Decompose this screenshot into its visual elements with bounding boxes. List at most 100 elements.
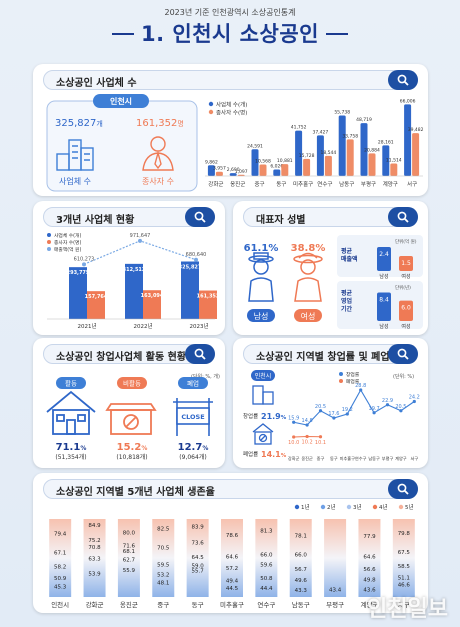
- bar: [199, 290, 217, 319]
- data-label: 48,719: [356, 117, 372, 123]
- close-sign-text: CLOSE: [181, 413, 204, 421]
- bar: [368, 153, 376, 176]
- data-label: 6,026: [270, 163, 283, 169]
- search-button[interactable]: [388, 207, 418, 227]
- tick-label: 남성: [379, 273, 388, 280]
- bar: [69, 267, 87, 319]
- data-label: 59.5: [157, 563, 170, 569]
- card-survival: 소상공인 지역별 5개년 사업체 생존율 1년 2년 3년 4년 5년 79.4 67.1 5…: [33, 473, 428, 613]
- search-button[interactable]: [388, 344, 418, 364]
- survival-column: [117, 519, 140, 597]
- data-label: 55.9: [123, 568, 136, 574]
- data-label: 53.9: [88, 571, 101, 577]
- line-point: [345, 412, 349, 416]
- data-label: 15.9: [288, 415, 299, 421]
- bar: [360, 123, 368, 176]
- data-label: 49.4: [226, 578, 239, 584]
- status-tag: [56, 377, 86, 389]
- survival-column: [255, 519, 278, 597]
- data-label: 75.2: [88, 538, 100, 544]
- tick-label: 강화군: [86, 600, 104, 609]
- tick-label: 서구: [407, 180, 417, 188]
- search-button[interactable]: [388, 479, 418, 499]
- section-header: 소상공인 지역별 창업률 및 폐업률: [243, 344, 418, 364]
- search-button[interactable]: [185, 344, 215, 364]
- section-header: 3개년 사업체 현황: [43, 207, 215, 227]
- bar: [390, 163, 398, 176]
- legend-marker: [208, 101, 214, 107]
- bar: [346, 139, 354, 176]
- legend-marker: [294, 504, 300, 510]
- data-label: 49.6: [295, 578, 308, 584]
- male-icon: [248, 252, 274, 302]
- bar: [377, 247, 391, 271]
- data-label: 6.0: [401, 305, 411, 312]
- line-point: [385, 403, 390, 407]
- search-icon: [397, 74, 409, 86]
- data-label: 28.8: [355, 383, 366, 389]
- data-label: 2.4: [379, 251, 389, 258]
- card-three-year: 3개년 사업체 현황 사업체 수(개) 종사자 수(명) 매출액(억 원) 293,7…: [33, 201, 225, 335]
- header-note: 2023년 기준 인천광역시 소상공인통계: [164, 8, 296, 17]
- search-button[interactable]: [185, 207, 215, 227]
- tick-label: 부평구: [382, 455, 394, 462]
- tick-label: 미추홀구: [340, 455, 356, 462]
- data-label: 62.7: [123, 558, 136, 564]
- percent-value: 71.1%: [56, 442, 87, 453]
- data-label: 50.9: [54, 576, 67, 582]
- line-point: [332, 416, 336, 420]
- tick-label: 계양구: [383, 180, 398, 188]
- search-button[interactable]: [388, 70, 418, 90]
- biz-label: 사업체 수: [59, 176, 91, 186]
- unit-period: 단위(년): [395, 284, 411, 291]
- data-label: 9,862: [205, 159, 218, 165]
- data-label: 2,690: [227, 167, 240, 173]
- count-value: (51,354개): [55, 453, 86, 461]
- section-header: 소상공인 창업사업체 활동 현황: [43, 344, 215, 364]
- status-tag-label: 비활동: [123, 379, 141, 388]
- data-label: 64.6: [226, 555, 239, 561]
- section-header: 소상공인 사업체 수: [43, 70, 418, 90]
- line-point: [292, 420, 296, 424]
- line-point: [194, 257, 198, 262]
- data-label: 48.1: [157, 580, 169, 586]
- data-label: 68.1: [123, 549, 135, 555]
- data-label: 73.6: [192, 541, 205, 547]
- tick-label: 서구: [410, 455, 418, 462]
- survival-column: [83, 519, 106, 597]
- bar: [303, 158, 311, 176]
- tick-label: 남성: [379, 323, 388, 330]
- data-label: 11,514: [386, 157, 402, 163]
- tick-label: 미추홀구: [293, 180, 313, 188]
- data-label: 14.8: [302, 418, 313, 424]
- bar: [143, 290, 161, 319]
- series-line-open: [293, 388, 415, 426]
- close-value: 14.1%: [261, 450, 287, 459]
- legend-label: 1년: [301, 503, 310, 511]
- bar: [125, 263, 143, 319]
- bar: [251, 149, 259, 176]
- survival-column: [358, 519, 381, 597]
- data-label: 55.7: [192, 569, 205, 575]
- legend-marker: [208, 109, 214, 115]
- data-label: 55,738: [334, 109, 350, 115]
- tick-label: 2021년: [77, 322, 96, 330]
- data-label: 84.9: [88, 523, 101, 529]
- tick-label: 중구: [157, 601, 169, 609]
- tick-label: 동구: [192, 601, 204, 609]
- data-label: 157,764: [85, 294, 108, 300]
- data-label: 20,884: [364, 147, 380, 153]
- section-title: 소상공인 창업사업체 활동 현황: [56, 352, 187, 363]
- data-label: 66.0: [260, 552, 273, 558]
- data-label: 49.8: [363, 578, 376, 584]
- percent-value: 12.7%: [178, 442, 209, 453]
- data-label: 63.3: [88, 557, 101, 563]
- bar: [404, 104, 412, 176]
- legend-marker: [320, 504, 326, 510]
- data-label: 17.6: [328, 411, 339, 417]
- tick-label: 옹진군: [120, 600, 138, 609]
- bar: [399, 256, 413, 271]
- data-label: 64.5: [192, 555, 205, 561]
- section-title: 대표자 성별: [256, 215, 306, 226]
- card-business-count: 소상공인 사업체 수 인천시 325,827개 161,352명 사업체 수 종…: [33, 64, 428, 196]
